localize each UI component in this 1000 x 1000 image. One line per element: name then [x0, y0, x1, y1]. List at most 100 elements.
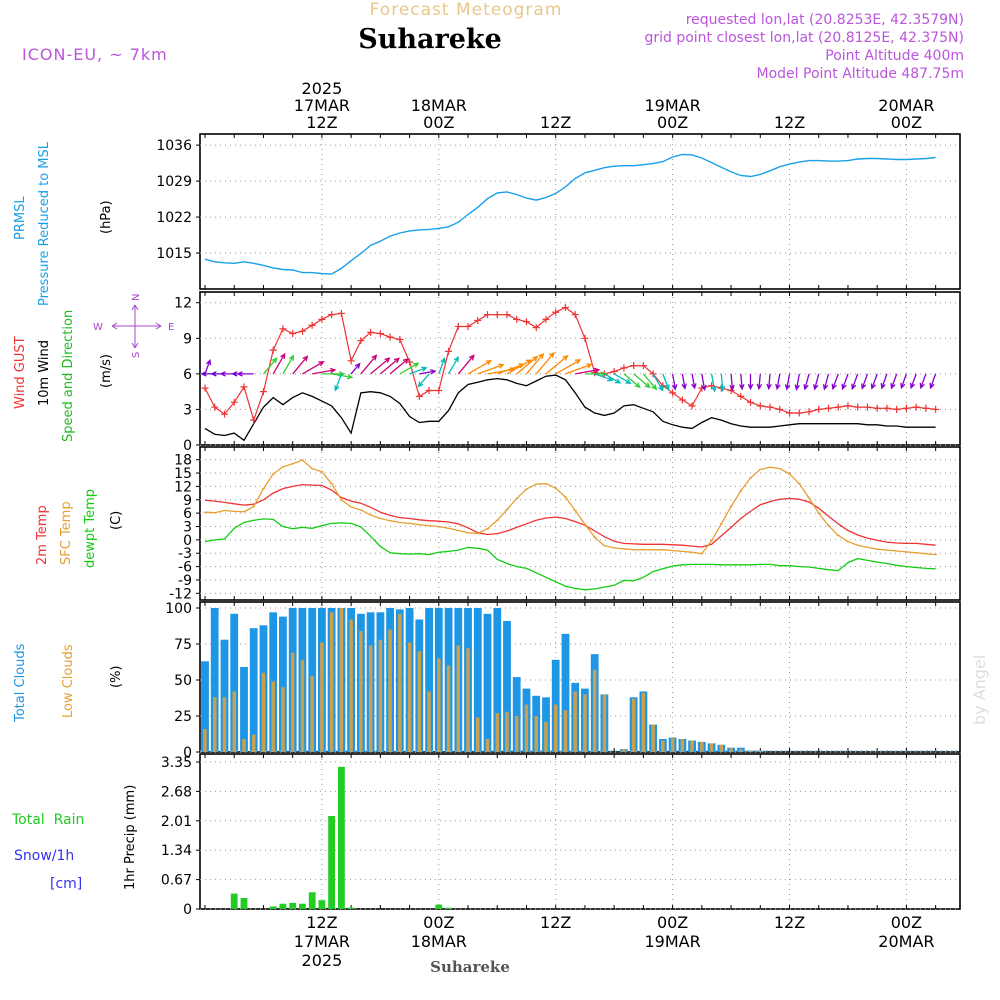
wind-direction-arrow — [545, 354, 569, 375]
low-cloud-bar — [544, 721, 548, 752]
gust-marker — [454, 322, 462, 330]
gust-marker — [445, 347, 453, 355]
wind-direction-arrow — [409, 366, 428, 375]
total-clouds-label: Total Clouds — [13, 643, 28, 723]
wind-direction-arrow — [756, 373, 763, 391]
gust-marker — [220, 410, 228, 418]
wind-direction-arrow — [613, 373, 632, 384]
compass-e: E — [168, 322, 174, 333]
gust-marker — [932, 405, 940, 413]
wind-direction-arrow — [447, 355, 459, 375]
wind-direction-arrow — [784, 373, 791, 391]
bottom-axis-label: 12Z — [774, 913, 805, 932]
wind-direction-arrow — [691, 373, 697, 390]
gust-marker — [230, 398, 238, 406]
wind-direction-arrow — [350, 362, 361, 375]
snow-unit-label: [cm] — [50, 876, 82, 892]
wind-direction-arrow — [841, 373, 849, 391]
point-altitude: Point Altitude 400m — [825, 48, 964, 64]
gust-marker — [396, 335, 404, 343]
wind10m-label: 10m Wind — [37, 340, 52, 406]
total-cloud-bar — [240, 667, 248, 752]
low-cloud-bar — [339, 608, 344, 752]
y-tick-label: 0 — [183, 902, 192, 918]
wind-direction-arrow — [526, 352, 545, 375]
y-tick-label: 6 — [183, 367, 192, 383]
y-tick-label: -12 — [169, 586, 192, 602]
gust-marker — [464, 322, 472, 330]
gust-marker — [259, 388, 267, 396]
gust-marker — [425, 386, 433, 394]
y-tick-label: 0 — [183, 438, 192, 454]
low-cloud-bar — [232, 691, 236, 752]
low-cloud-bar — [476, 717, 480, 752]
gust-marker — [250, 416, 258, 424]
bottom-axis-label: 00Z — [657, 913, 688, 932]
wind-direction-arrow — [671, 373, 678, 391]
low-cloud-bar — [592, 669, 597, 752]
bottom-axis-label: 20MAR — [878, 932, 934, 951]
top-axis-label: 19MAR — [644, 96, 700, 115]
y-tick-label: 0.67 — [161, 873, 192, 889]
gust-marker — [328, 311, 336, 319]
wind-direction-arrow — [457, 354, 475, 375]
y-tick-label: 1029 — [156, 174, 192, 190]
gust-marker — [912, 403, 920, 411]
rain-bar — [289, 902, 297, 909]
low-cloud-bar — [709, 743, 714, 752]
top-axis-label: 2025 — [302, 79, 343, 98]
total-cloud-bar — [473, 608, 482, 752]
low-cloud-bar — [602, 694, 607, 752]
y-tick-label: 12 — [174, 479, 192, 495]
low-cloud-bar — [222, 697, 227, 752]
panel-frame — [199, 446, 961, 601]
wind-direction-arrow — [370, 357, 391, 375]
low-cloud-bar — [252, 734, 256, 752]
gust-line — [204, 306, 936, 423]
gust-marker — [474, 317, 482, 325]
total-cloud-bar — [249, 628, 258, 752]
low-cloud-bar — [505, 711, 509, 752]
gust-marker — [503, 311, 511, 319]
low-cloud-bar — [427, 691, 431, 752]
rain-bar — [299, 903, 306, 909]
top-axis-label: 20MAR — [878, 96, 934, 115]
gust-marker — [435, 386, 443, 394]
wind-direction-arrow — [334, 373, 343, 392]
bottom-axis-label: 19MAR — [644, 932, 700, 951]
gust-marker — [289, 330, 297, 338]
location-title: Suhareke — [358, 24, 502, 55]
wind-direction-arrow — [739, 373, 745, 391]
top-axis-label: 18MAR — [411, 96, 467, 115]
y-tick-label: 1015 — [156, 246, 192, 262]
compass-rose: N S W E — [93, 294, 174, 358]
wind-direction-arrow — [516, 355, 539, 375]
bottom-axis-label: 2025 — [302, 951, 343, 970]
total-cloud-bar — [201, 661, 209, 752]
y-tick-label: 1036 — [156, 138, 192, 154]
gust-marker — [269, 346, 277, 354]
top-axis-label: 12Z — [774, 113, 805, 132]
wind-direction-arrow — [747, 373, 754, 391]
wind-direction-arrow — [331, 373, 354, 380]
gust-marker — [854, 403, 862, 411]
total-rain-label: Total Rain — [11, 812, 84, 828]
low-cloud-bar — [466, 648, 470, 752]
gust-marker — [649, 370, 657, 378]
low-cloud-bar — [700, 741, 704, 752]
low-cloud-bar — [281, 687, 285, 752]
low-cloud-bar — [320, 642, 324, 752]
footer-location: Suhareke — [430, 958, 510, 976]
y-tick-label: 25 — [174, 709, 192, 725]
gust-marker — [581, 334, 589, 342]
bottom-axis-label: 12Z — [306, 913, 337, 932]
wind-direction-arrow — [642, 373, 658, 391]
low-cloud-bar — [446, 665, 451, 752]
y-tick-label: 2.01 — [161, 814, 192, 830]
grid-point-coords: grid point closest lon,lat (20.8125E, 42… — [644, 30, 964, 46]
gust-marker — [669, 389, 677, 397]
wind-direction-arrow — [312, 367, 337, 375]
gust-marker — [805, 408, 813, 416]
top-axis-label: 17MAR — [294, 96, 350, 115]
gust-marker — [678, 396, 686, 404]
